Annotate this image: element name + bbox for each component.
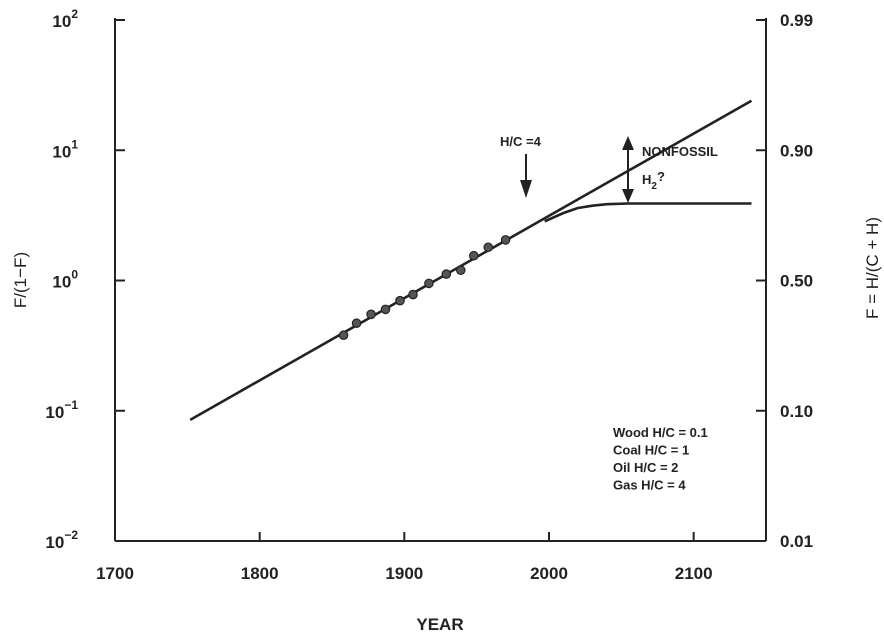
x-axis-title: YEAR — [416, 615, 463, 634]
data-point — [500, 235, 511, 245]
data-point — [483, 242, 494, 253]
y-right-tick-label: 0.01 — [780, 532, 813, 551]
y-right-tick-label: 0.10 — [780, 402, 813, 421]
x-tick-label: 1900 — [385, 564, 423, 583]
hc4-arrow-head — [520, 180, 532, 198]
x-tick-label: 2100 — [675, 564, 713, 583]
ticks: 1700 1800 1900 2000 2100 102 101 100 10−1 10−2 0.9… — [45, 7, 813, 583]
y-right-tick-label: 0.50 — [780, 272, 813, 291]
y-right-tick-label: 0.99 — [780, 11, 813, 30]
data-point — [424, 278, 434, 289]
y-left-tick-label: 101 — [52, 137, 78, 161]
data-point — [441, 269, 452, 279]
data-point — [468, 250, 479, 261]
gap-arrow-head-up — [622, 136, 634, 150]
axes: YEAR F/(1−F) F = H/(C + H) — [11, 18, 882, 634]
gap-arrow-head-down — [622, 189, 634, 203]
y-left-axis-title: F/(1−F) — [11, 252, 30, 308]
legend-line: Wood H/C = 0.1 — [613, 425, 708, 440]
x-tick-label: 2000 — [530, 564, 568, 583]
legend-line: Coal H/C = 1 — [613, 443, 689, 458]
data-point — [351, 318, 362, 329]
h2-label: H2? — [642, 169, 665, 192]
data-point — [395, 295, 405, 306]
y-right-tick-label: 0.90 — [780, 141, 813, 160]
y-left-tick-label: 100 — [52, 268, 78, 292]
data-point — [455, 265, 466, 275]
hc4-label: H/C =4 — [500, 134, 542, 149]
nonfossil-label: NONFOSSIL — [642, 144, 718, 159]
annotations: H/C =4 NONFOSSIL H2? Wood H/C = 0.1 Coal H/C… — [500, 134, 718, 493]
y-left-tick-label: 10−2 — [45, 528, 78, 552]
series — [189, 99, 753, 422]
y-right-axis-title: F = H/(C + H) — [863, 217, 882, 319]
data-point — [338, 330, 349, 341]
legend-line: Oil H/C = 2 — [613, 460, 678, 475]
data-point — [366, 309, 376, 320]
x-tick-label: 1800 — [241, 564, 279, 583]
data-point — [380, 304, 391, 315]
trend-line — [189, 99, 753, 422]
y-left-tick-label: 102 — [52, 7, 78, 31]
data-point — [408, 289, 418, 300]
x-tick-label: 1700 — [96, 564, 134, 583]
y-left-tick-label: 10−1 — [45, 398, 78, 422]
legend-line: Gas H/C = 4 — [613, 478, 686, 493]
saturation-curve — [544, 202, 752, 223]
